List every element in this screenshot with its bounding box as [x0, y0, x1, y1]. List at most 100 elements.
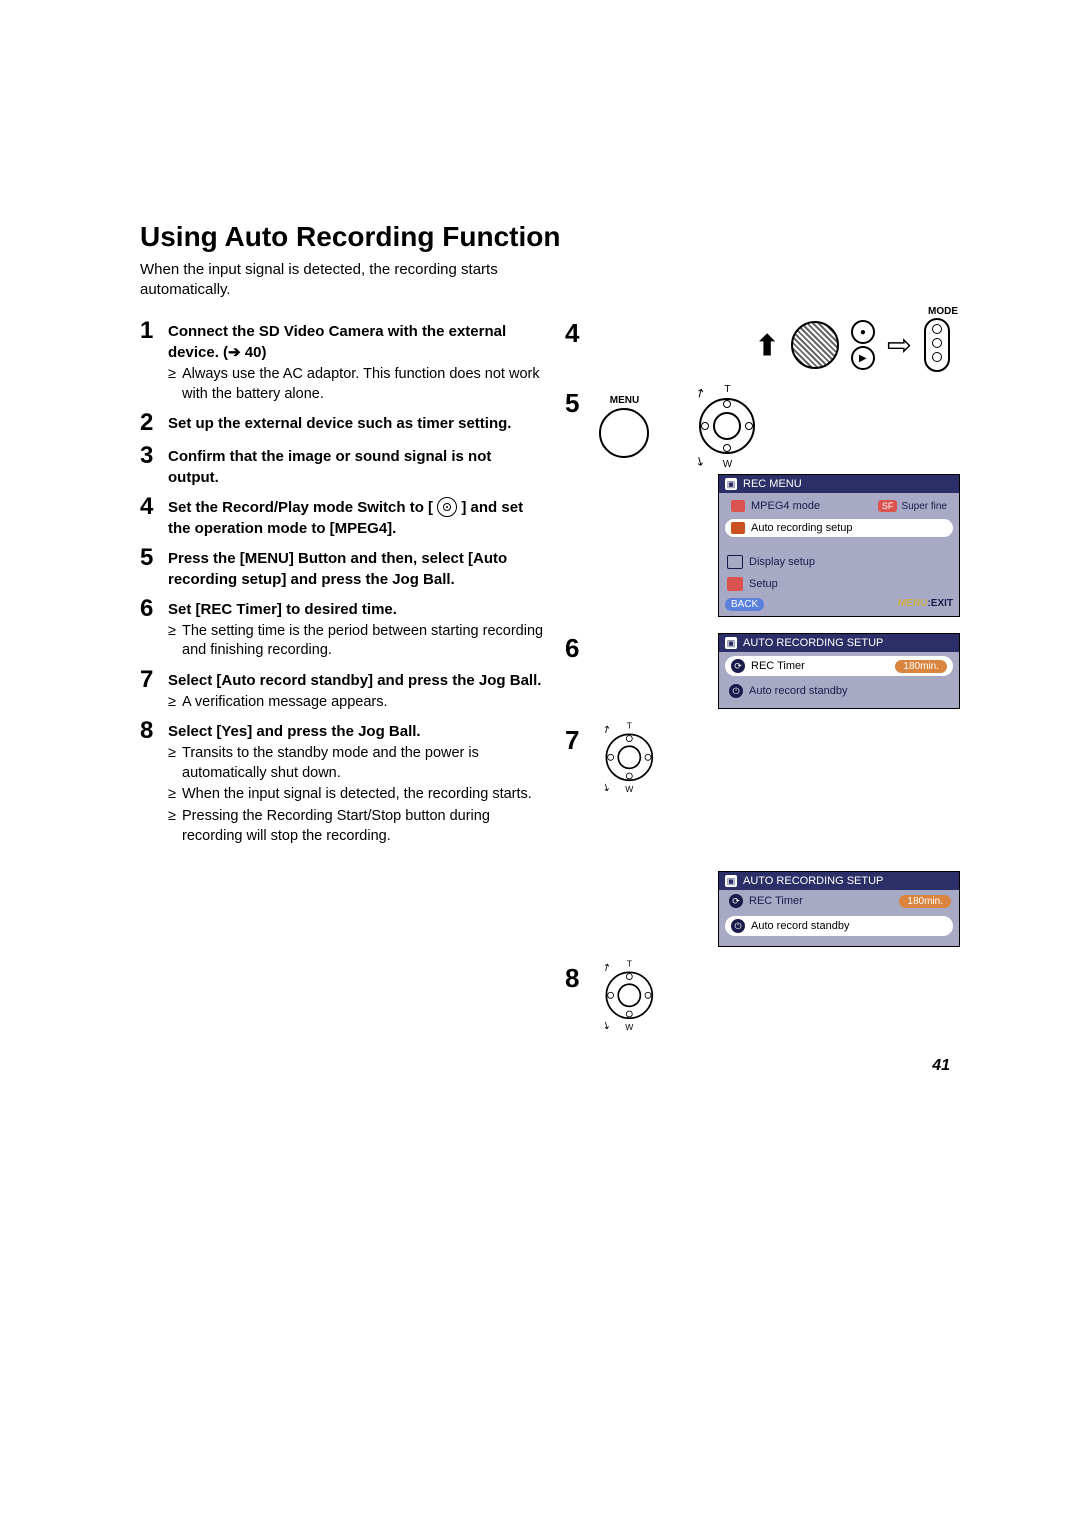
step-text: Connect the SD Video Camera with the ext…: [168, 321, 545, 363]
step-number: 4: [140, 494, 168, 520]
step-sub: Pressing the Recording Start/Stop button…: [168, 807, 545, 846]
panel-header: ▣ AUTO RECORDING SETUP: [719, 634, 959, 652]
menu-row-mpeg4: MPEG4 mode SF Super fine: [725, 497, 953, 515]
rec-timer-value: 180min.: [899, 895, 951, 908]
page-title: Using Auto Recording Function: [140, 220, 960, 254]
menu-row-auto-recording: Auto recording setup: [725, 519, 953, 537]
menu-row-label: Auto recording setup: [751, 522, 853, 534]
joystick-arrow-icon: ↗: [693, 385, 709, 402]
mode-label: MODE: [928, 306, 958, 317]
joystick-t-label: T: [724, 384, 730, 395]
diagram-step-8: 8 T ↗ ↘ W: [565, 963, 960, 1039]
joystick-arrow-icon: ↗: [600, 960, 613, 975]
exit-label: MENU:EXIT: [898, 598, 953, 611]
joystick-w-label: W: [626, 1023, 634, 1032]
step-1: 1 Connect the SD Video Camera with the e…: [140, 318, 545, 404]
step-5: 5 Press the [MENU] Button and then, sele…: [140, 545, 545, 590]
diagram-number: 5: [565, 388, 579, 419]
arrow-icon: ➔: [228, 344, 241, 361]
diagram-number: 4: [565, 318, 579, 349]
menu-row-display-setup: Display setup: [719, 551, 959, 573]
step-number: 7: [140, 667, 168, 693]
camera-icon: ▣: [725, 875, 737, 887]
panel-footer: BACK MENU:EXIT: [719, 595, 959, 616]
step-number: 2: [140, 410, 168, 436]
step-text: Set up the external device such as timer…: [168, 413, 545, 434]
joystick-w-label: W: [626, 785, 634, 794]
step-number: 6: [140, 596, 168, 622]
exit-menu-word: MENU: [898, 598, 927, 609]
joystick-arrow-icon: ↘: [600, 780, 613, 795]
diagram-number: 8: [565, 963, 579, 994]
panel-title: AUTO RECORDING SETUP: [743, 637, 883, 649]
timer-icon: ⟳: [729, 894, 743, 908]
power-icon: ⏻: [729, 684, 743, 698]
diagram-number: 7: [565, 725, 579, 756]
record-mode-icon: [437, 497, 457, 517]
power-icon: ⏻: [731, 919, 745, 933]
joystick-arrow-icon: ↗: [600, 722, 613, 737]
diagram-step-5: 5 MENU T ↗ ↘ W: [565, 388, 960, 617]
step-8: 8 Select [Yes] and press the Jog Ball. T…: [140, 718, 545, 846]
menu-row-label: Auto record standby: [749, 685, 847, 697]
joystick-arrow-icon: ↘: [600, 1018, 613, 1033]
rec-play-indicator: ● ▶: [851, 320, 875, 370]
timer-icon: ⟳: [731, 659, 745, 673]
step-sub: A verification message appears.: [168, 693, 545, 713]
auto-rec-icon: [731, 522, 745, 534]
step-text-b: 40): [241, 344, 267, 361]
steps-column: 1 Connect the SD Video Camera with the e…: [140, 318, 545, 1055]
auto-recording-panel-2: ▣ AUTO RECORDING SETUP ⟳ REC Timer 180mi…: [718, 871, 960, 947]
diagram-step-7: 7 T ↗ ↘ W ▣ AUTO RECORDING SETUP: [565, 725, 960, 947]
joystick-w-label: W: [723, 459, 732, 470]
step-text: Set [REC Timer] to desired time.: [168, 599, 545, 620]
manual-page: Using Auto Recording Function When the i…: [0, 0, 1080, 1135]
diagram-step-6: 6 ▣ AUTO RECORDING SETUP ⟳ REC Timer 180…: [565, 633, 960, 709]
step-number: 8: [140, 718, 168, 744]
up-arrow-icon: ⬆: [755, 329, 778, 362]
joystick-diagram: T ↗ ↘ W: [597, 963, 662, 1028]
joystick-t-label: T: [627, 960, 632, 969]
step-text: Select [Auto record standby] and press t…: [168, 670, 545, 691]
step-text: Press the [MENU] Button and then, select…: [168, 548, 545, 590]
joystick-t-label: T: [627, 722, 632, 731]
panel-header: ▣ AUTO RECORDING SETUP: [719, 872, 959, 890]
page-number: 41: [932, 1057, 950, 1075]
menu-row-label: Setup: [749, 578, 778, 590]
step-sub: Always use the AC adaptor. This function…: [168, 365, 545, 404]
menu-row-rec-timer: ⟳ REC Timer 180min.: [725, 656, 953, 676]
diagram-number: 6: [565, 633, 579, 664]
diagram-step-4: 4 ⬆ ● ▶ ⇨ MODE: [565, 318, 960, 372]
step-text-a: Connect the SD Video Camera with the ext…: [168, 323, 506, 361]
panel-title: REC MENU: [743, 478, 802, 490]
step-7: 7 Select [Auto record standby] and press…: [140, 667, 545, 713]
step-4: 4 Set the Record/Play mode Switch to [ ]…: [140, 494, 545, 539]
panel-header: ▣ REC MENU: [719, 475, 959, 493]
mode-selector: MODE: [924, 318, 950, 372]
mpeg4-icon: [731, 500, 745, 512]
step-text: Set the Record/Play mode Switch to [ ] a…: [168, 497, 545, 539]
play-icon: ▶: [851, 346, 875, 370]
step-3: 3 Confirm that the image or sound signal…: [140, 443, 545, 488]
back-badge: BACK: [725, 598, 764, 611]
step-sub: The setting time is the period between s…: [168, 622, 545, 661]
step-sub: Transits to the standby mode and the pow…: [168, 744, 545, 783]
menu-row-label: Display setup: [749, 556, 815, 568]
right-arrow-icon: ⇨: [887, 328, 912, 363]
camera-icon: ▣: [725, 637, 737, 649]
sf-badge: SF: [878, 500, 898, 512]
joystick-arrow-icon: ↘: [693, 453, 709, 470]
step-text: Select [Yes] and press the Jog Ball.: [168, 721, 545, 742]
step-text-a: Set the Record/Play mode Switch to [: [168, 499, 437, 516]
step-number: 1: [140, 318, 168, 344]
panel-title: AUTO RECORDING SETUP: [743, 875, 883, 887]
menu-row-rec-timer: ⟳ REC Timer 180min.: [719, 890, 959, 912]
joystick-diagram: T ↗ ↘ W: [597, 725, 662, 790]
mode-switch-diagram: ⬆ ● ▶ ⇨ MODE: [589, 318, 960, 372]
rec-timer-value: 180min.: [895, 660, 947, 673]
menu-jog-diagram: MENU T ↗ ↘ W: [589, 388, 960, 464]
step-6: 6 Set [REC Timer] to desired time. The s…: [140, 596, 545, 661]
display-icon: [727, 555, 743, 569]
menu-row-label: REC Timer: [751, 660, 805, 672]
menu-row-label: MPEG4 mode: [751, 500, 820, 512]
